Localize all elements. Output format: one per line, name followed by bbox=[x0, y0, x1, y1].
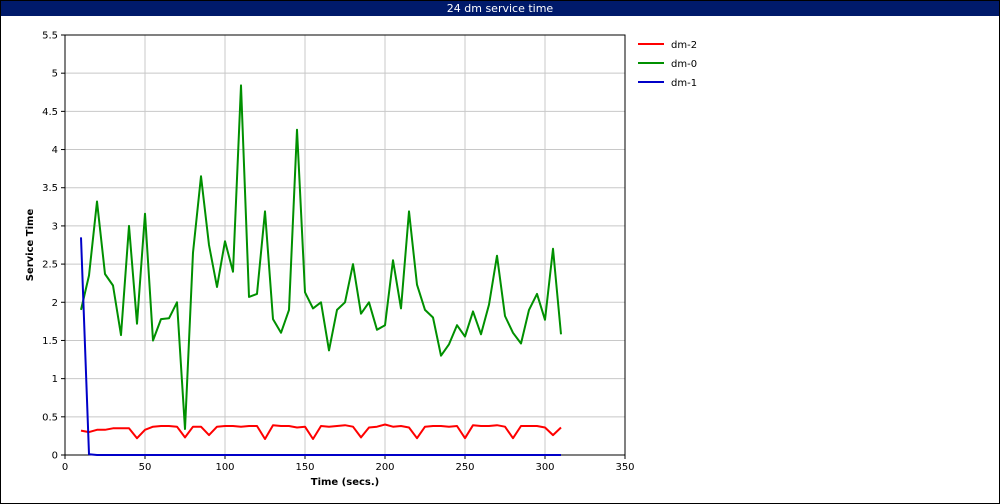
x-tick-label: 0 bbox=[62, 462, 68, 473]
y-tick-label: 2.5 bbox=[42, 260, 58, 271]
x-tick-label: 250 bbox=[455, 462, 474, 473]
y-tick-label: 0 bbox=[52, 451, 58, 462]
y-tick-label: 0.5 bbox=[42, 412, 58, 423]
y-tick-label: 3 bbox=[52, 221, 58, 232]
x-tick-label: 150 bbox=[295, 462, 314, 473]
window-title: 24 dm service time bbox=[1, 1, 999, 16]
y-tick-label: 4 bbox=[52, 145, 58, 156]
legend: dm-2 dm-0 dm-1 bbox=[638, 40, 697, 89]
x-tick-label: 50 bbox=[139, 462, 152, 473]
x-tick-label: 100 bbox=[215, 462, 234, 473]
y-tick-label: 3.5 bbox=[42, 183, 58, 194]
plot-area bbox=[64, 34, 626, 456]
series-line-dm-1 bbox=[80, 237, 561, 456]
x-tick-label: 300 bbox=[535, 462, 554, 473]
x-tick-label: 350 bbox=[615, 462, 634, 473]
axis-ticks: 0 50 100 150 200 250 300 350 0 0.5 1 1.5 2 2.5 3 3.5 4 4.… bbox=[42, 31, 634, 474]
y-tick-label: 5 bbox=[52, 69, 58, 80]
series-line-dm-0 bbox=[80, 84, 562, 430]
series-line-dm-2 bbox=[80, 423, 562, 440]
legend-label-dm-1: dm-1 bbox=[671, 78, 697, 89]
series-layer bbox=[80, 84, 562, 456]
y-tick-label: 4.5 bbox=[42, 107, 58, 118]
legend-label-dm-0: dm-0 bbox=[671, 59, 697, 70]
y-tick-label: 1.5 bbox=[42, 336, 58, 347]
y-axis-label: Service Time bbox=[25, 209, 36, 282]
y-tick-label: 2 bbox=[52, 298, 58, 309]
y-tick-label: 5.5 bbox=[42, 31, 58, 42]
y-tick-label: 1 bbox=[52, 374, 58, 385]
grid-lines bbox=[65, 35, 625, 455]
legend-label-dm-2: dm-2 bbox=[671, 40, 697, 51]
x-tick-label: 200 bbox=[375, 462, 394, 473]
x-axis-label: Time (secs.) bbox=[311, 477, 380, 488]
